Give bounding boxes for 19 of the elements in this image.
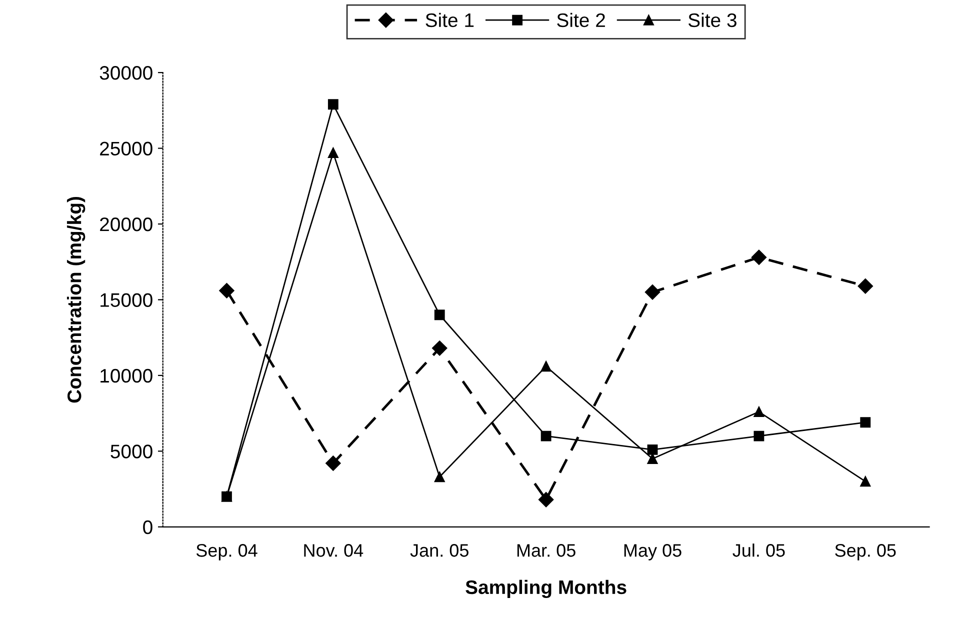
x-tick-label: Jan. 05 xyxy=(410,544,468,557)
y-tick-label: 25000 xyxy=(100,142,152,156)
legend-label: Site 1 xyxy=(426,12,474,28)
x-tick-label: Sep. 04 xyxy=(196,544,258,560)
y-tick-label: 30000 xyxy=(100,66,152,80)
y-tick-label: 10000 xyxy=(100,368,152,383)
x-tick-label: Sep. 05 xyxy=(835,544,896,560)
x-axis-title: Sampling Months xyxy=(466,580,626,598)
y-axis-title: Concentration (mg/kg) xyxy=(66,196,86,403)
legend-label: Site 2 xyxy=(557,12,605,28)
x-tick-label: May 05 xyxy=(624,544,682,560)
x-tick-label: Jul. 05 xyxy=(732,544,785,557)
legend-label: Site 3 xyxy=(688,12,736,28)
y-tick-label: 15000 xyxy=(100,293,152,307)
x-tick-label: Nov. 04 xyxy=(304,544,364,557)
y-tick-label: 0 xyxy=(143,520,152,534)
y-tick-label: 5000 xyxy=(110,444,152,458)
x-tick-label: Mar. 05 xyxy=(517,544,576,557)
y-tick-label: 20000 xyxy=(100,217,152,232)
